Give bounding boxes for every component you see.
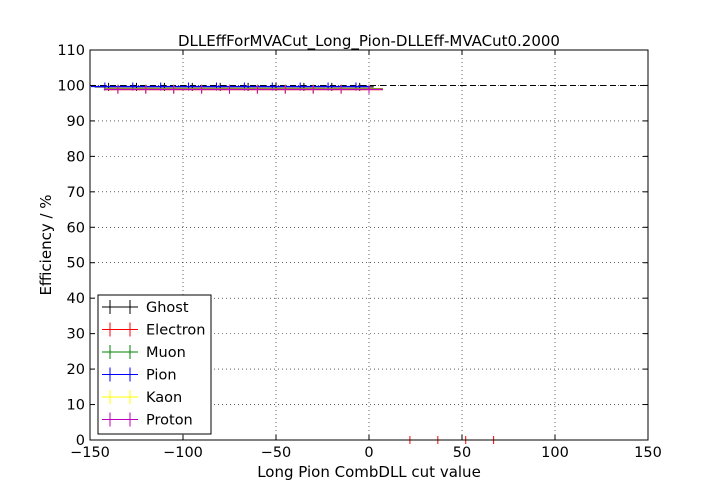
y-tick-label: 110: [57, 43, 85, 59]
legend-label-electron: Electron: [146, 323, 205, 339]
legend-box: [97, 294, 212, 435]
legend-item-electron: Electron: [102, 322, 205, 339]
y-tick-label: 0: [76, 433, 85, 449]
y-tick-label: 100: [57, 78, 85, 94]
legend-label-kaon: Kaon: [146, 390, 182, 406]
legend-item-kaon: Kaon: [102, 390, 182, 406]
legend-item-proton: Proton: [102, 412, 193, 429]
legend-marker-ghost: [102, 300, 138, 314]
x-tick-label: 50: [453, 445, 471, 461]
legend-label-proton: Proton: [146, 413, 193, 429]
series-group: [90, 82, 495, 444]
y-axis-label: Efficiency / %: [37, 194, 55, 295]
x-tick-label: −100: [163, 445, 203, 461]
y-tick-label: 20: [67, 362, 85, 378]
legend-marker-kaon: [102, 390, 138, 404]
legend-item-muon: Muon: [102, 345, 186, 361]
series-proton: [103, 85, 383, 94]
x-tick-label: 100: [541, 445, 569, 461]
legend-label-pion: Pion: [146, 368, 177, 384]
y-tick-label: 50: [67, 256, 85, 272]
y-tick-label: 70: [67, 185, 85, 201]
legend-marker-electron: [102, 322, 138, 337]
chart-title: DLLEffForMVACut_Long_Pion-DLLEff-MVACut0…: [178, 32, 560, 51]
y-tick-label: 60: [67, 220, 85, 236]
y-tick-label: 10: [67, 398, 85, 414]
x-tick-label: −50: [261, 445, 292, 461]
y-tick-label: 30: [67, 327, 85, 343]
axis-ticks: −150 −100 −50 0 50 100 150 0 10 20 30 40 50 60 70 80 90 1…: [57, 43, 662, 461]
y-tick-label: 40: [67, 291, 85, 307]
legend-marker-pion: [102, 367, 138, 382]
x-tick-label: 150: [634, 445, 662, 461]
legend: Ghost Electron Muon Pion Kaon Proton: [97, 294, 212, 435]
legend-item-ghost: Ghost: [102, 300, 189, 316]
legend-marker-muon: [102, 345, 138, 359]
legend-marker-proton: [102, 412, 138, 427]
legend-label-ghost: Ghost: [146, 300, 189, 316]
legend-label-muon: Muon: [146, 345, 186, 361]
x-tick-label: 0: [364, 445, 373, 461]
x-axis-label: Long Pion CombDLL cut value: [257, 463, 481, 481]
y-tick-label: 90: [67, 114, 85, 130]
x-tick-label: −150: [70, 445, 110, 461]
y-tick-label: 80: [67, 149, 85, 165]
legend-item-pion: Pion: [102, 367, 177, 384]
